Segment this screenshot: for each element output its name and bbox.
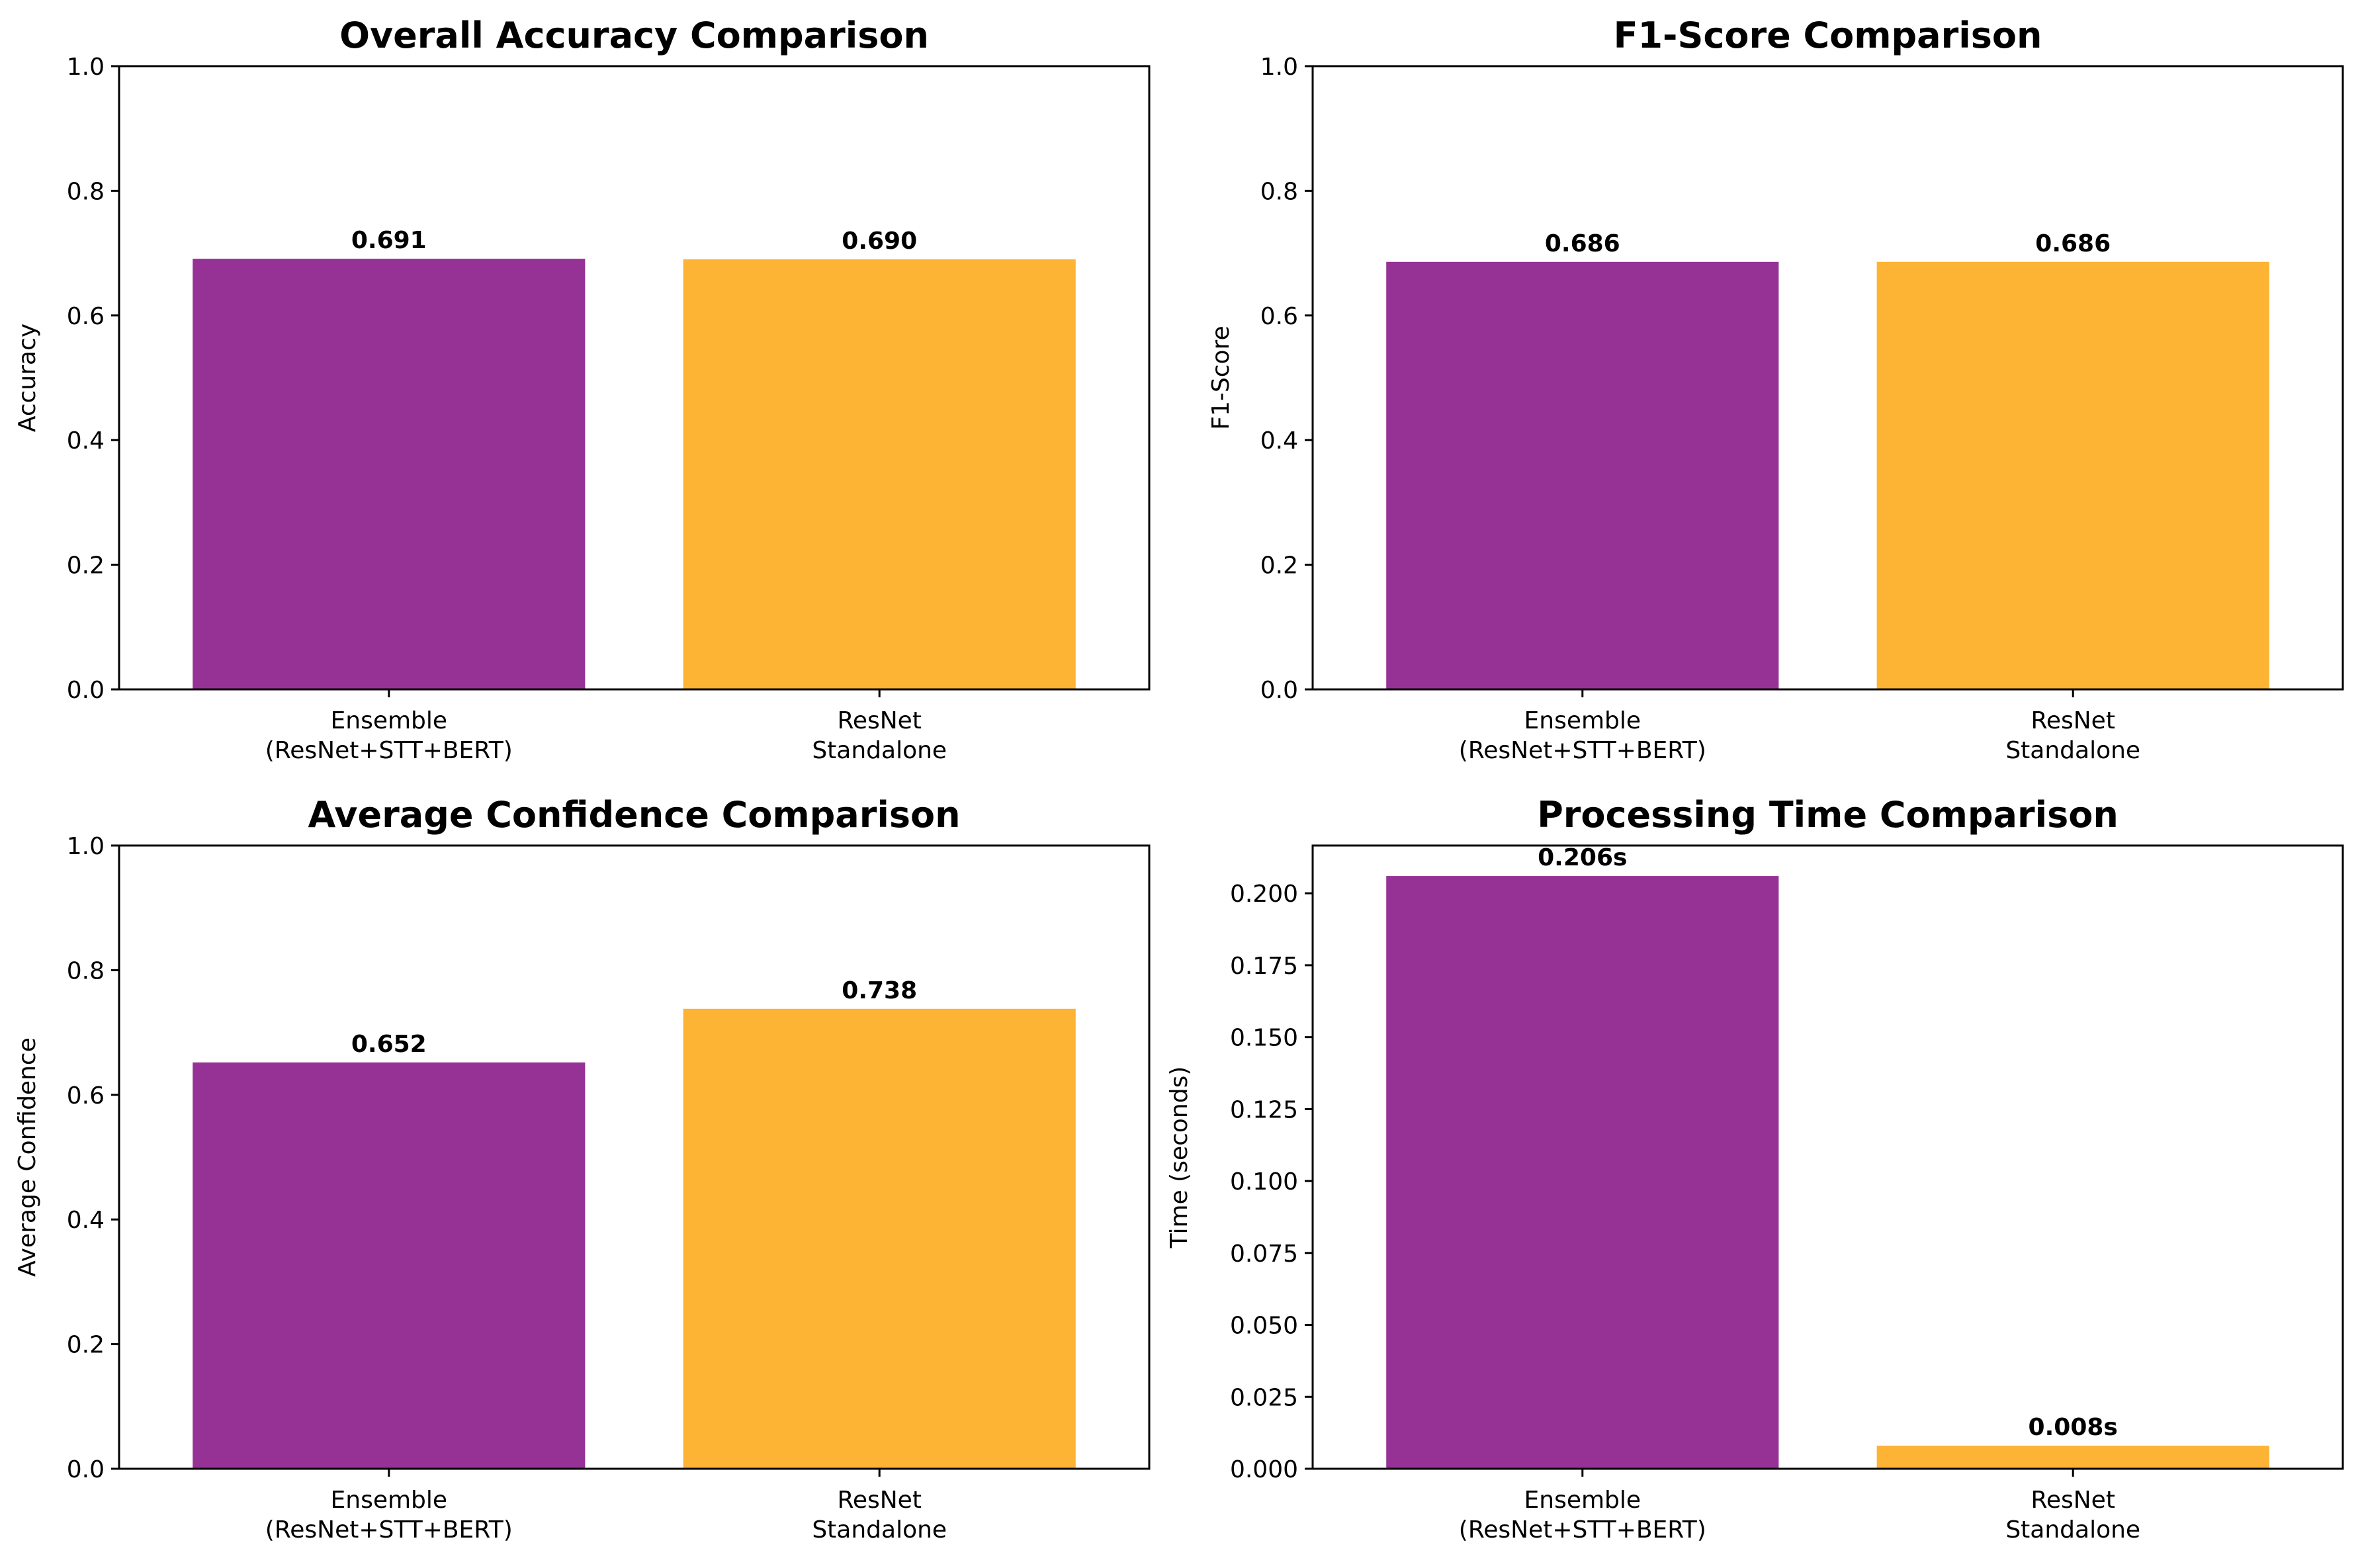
y-tick-label: 0.025 [1230, 1384, 1298, 1411]
y-tick-label: 0.8 [67, 957, 105, 984]
y-tick-label: 0.175 [1230, 953, 1298, 980]
x-tick-label: Ensemble (ResNet+STT+BERT) [1459, 707, 1706, 764]
bar-value-label: 0.206s [1538, 844, 1627, 871]
chart-title: Processing Time Comparison [1537, 794, 2119, 836]
chart-panel-1: 0.691 0.690 0.0 0.2 0.4 0.6 0.8 1.0 Ensemble (Res… [14, 15, 1151, 764]
bar-resnet [683, 1008, 1076, 1469]
chart-panel-4: 0.206s 0.008s 0.000 0.025 0.050 0.075 0.100 0.1… [1166, 794, 2344, 1544]
y-tick-label: 1.0 [67, 833, 105, 860]
bar-value-label: 0.691 [351, 227, 427, 254]
chart-title: F1-Score Comparison [1614, 15, 2042, 56]
y-tick-label: 0.0 [67, 1456, 105, 1483]
bar-ensemble [1386, 876, 1779, 1469]
axes-frame [1311, 844, 2344, 1470]
x-tick-label-line: ResNet [837, 1487, 922, 1514]
y-axis-label: Accuracy [14, 324, 41, 432]
y-tick-label: 0.150 [1230, 1025, 1298, 1052]
y-tick-label: 0.6 [1260, 303, 1298, 330]
x-tick-label: ResNet Standalone [2005, 707, 2140, 764]
x-tick-label-line: (ResNet+STT+BERT) [1459, 737, 1706, 764]
bar-resnet [683, 259, 1076, 689]
y-tick-label: 0.4 [1260, 427, 1298, 455]
x-tick-label: Ensemble (ResNet+STT+BERT) [1459, 1487, 1706, 1544]
y-tick-label: 0.100 [1230, 1168, 1298, 1196]
y-tick-label: 0.2 [1260, 552, 1298, 580]
y-tick-label: 0.075 [1230, 1241, 1298, 1268]
x-tick-label-line: ResNet [837, 707, 922, 734]
y-tick-label: 1.0 [67, 54, 105, 81]
bar-value-label: 0.686 [1545, 230, 1620, 257]
y-axis-label: Average Confidence [14, 1037, 41, 1277]
chart-panel-2: 0.686 0.686 0.0 0.2 0.4 0.6 0.8 1.0 Ensemble (Res… [1207, 15, 2344, 764]
x-tick-label-line: Standalone [2005, 737, 2140, 764]
axes-frame [118, 844, 1151, 1470]
x-tick-label-line: Ensemble [331, 1487, 448, 1514]
x-tick-label-line: (ResNet+STT+BERT) [265, 737, 513, 764]
bar-value-label: 0.686 [2035, 230, 2111, 257]
x-tick-label: ResNet Standalone [2005, 1487, 2140, 1544]
y-tick-label: 0.200 [1230, 881, 1298, 908]
x-tick-label-line: ResNet [2031, 707, 2115, 734]
chart-title: Overall Accuracy Comparison [339, 15, 929, 56]
x-tick-label: Ensemble (ResNet+STT+BERT) [265, 1487, 513, 1544]
x-tick-label-line: (ResNet+STT+BERT) [1459, 1516, 1706, 1544]
x-tick-label-line: Standalone [812, 737, 947, 764]
bar-resnet [1876, 1446, 2269, 1469]
bar-ensemble [193, 1062, 586, 1469]
bar-resnet [1876, 261, 2269, 690]
y-tick-label: 0.0 [67, 677, 105, 704]
y-tick-label: 0.000 [1230, 1456, 1298, 1483]
x-tick-label-line: Ensemble [1524, 1487, 1641, 1514]
y-tick-label: 0.125 [1230, 1096, 1298, 1123]
y-tick-label: 0.2 [67, 552, 105, 580]
bar-value-label: 0.008s [2029, 1414, 2118, 1441]
axes-frame [1311, 65, 2344, 691]
x-tick-label-line: (ResNet+STT+BERT) [265, 1516, 513, 1544]
y-tick-label: 0.4 [67, 427, 105, 455]
x-tick-label-line: Ensemble [331, 707, 448, 734]
y-tick-label: 0.050 [1230, 1313, 1298, 1340]
y-tick-label: 1.0 [1260, 54, 1298, 81]
y-axis-label: Time (seconds) [1166, 1067, 1193, 1249]
bar-value-label: 0.738 [842, 977, 917, 1004]
y-tick-label: 0.6 [67, 1082, 105, 1110]
x-tick-label-line: Standalone [812, 1516, 947, 1544]
bar-value-label: 0.690 [842, 228, 917, 255]
bar-ensemble [193, 259, 586, 689]
x-tick-label-line: Standalone [2005, 1516, 2140, 1544]
bar-value-label: 0.652 [351, 1031, 427, 1058]
x-tick-label-line: ResNet [2031, 1487, 2115, 1514]
x-tick-label: Ensemble (ResNet+STT+BERT) [265, 707, 513, 764]
axes-frame [118, 65, 1151, 691]
chart-panel-3: 0.652 0.738 0.0 0.2 0.4 0.6 0.8 1.0 Ensemble (Res… [14, 794, 1151, 1544]
y-tick-label: 0.8 [67, 178, 105, 205]
y-axis-label: F1-Score [1207, 326, 1235, 429]
x-tick-label: ResNet Standalone [812, 707, 947, 764]
x-tick-label-line: Ensemble [1524, 707, 1641, 734]
y-tick-label: 0.4 [67, 1207, 105, 1234]
x-tick-label: ResNet Standalone [812, 1487, 947, 1544]
y-tick-label: 0.6 [67, 303, 105, 330]
chart-title: Average Confidence Comparison [308, 794, 960, 836]
y-tick-label: 0.8 [1260, 178, 1298, 205]
y-tick-label: 0.2 [67, 1332, 105, 1359]
y-tick-label: 0.0 [1260, 677, 1298, 704]
bar-ensemble [1386, 261, 1779, 690]
